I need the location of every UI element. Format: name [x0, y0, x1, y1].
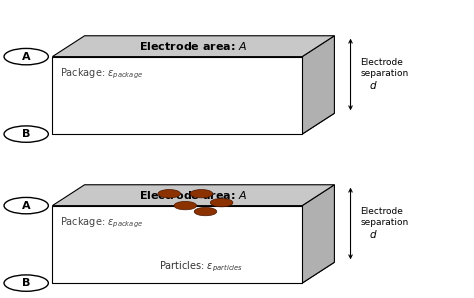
Circle shape [4, 198, 48, 214]
Text: separation: separation [361, 69, 409, 77]
Circle shape [4, 49, 48, 65]
Polygon shape [52, 262, 334, 283]
Circle shape [4, 126, 48, 142]
Polygon shape [52, 185, 334, 206]
Bar [52, 206, 302, 283]
Circle shape [174, 201, 197, 210]
Text: A: A [22, 201, 30, 211]
Circle shape [4, 275, 48, 291]
Polygon shape [52, 36, 334, 57]
Circle shape [210, 198, 233, 207]
Bar [52, 57, 302, 134]
Text: $d$: $d$ [369, 228, 377, 240]
Circle shape [190, 190, 213, 198]
Text: Package: $\varepsilon_{package}$: Package: $\varepsilon_{package}$ [60, 67, 144, 81]
Text: Package: $\varepsilon_{package}$: Package: $\varepsilon_{package}$ [60, 216, 144, 230]
Text: B: B [22, 278, 30, 288]
Circle shape [158, 190, 181, 198]
Text: $d$: $d$ [369, 79, 377, 91]
Text: separation: separation [361, 218, 409, 226]
Text: A: A [22, 52, 30, 62]
Text: Electrode: Electrode [361, 58, 403, 67]
Text: Electrode area: $\mathit{A}$: Electrode area: $\mathit{A}$ [139, 40, 248, 52]
Circle shape [194, 207, 217, 216]
Text: B: B [22, 129, 30, 139]
Text: Electrode: Electrode [361, 207, 403, 216]
Polygon shape [302, 36, 334, 134]
Polygon shape [52, 113, 334, 134]
Text: Particles: $\varepsilon_{particles}$: Particles: $\varepsilon_{particles}$ [159, 260, 244, 274]
Polygon shape [302, 185, 334, 283]
Text: Electrode area: $\mathit{A}$: Electrode area: $\mathit{A}$ [139, 189, 248, 201]
